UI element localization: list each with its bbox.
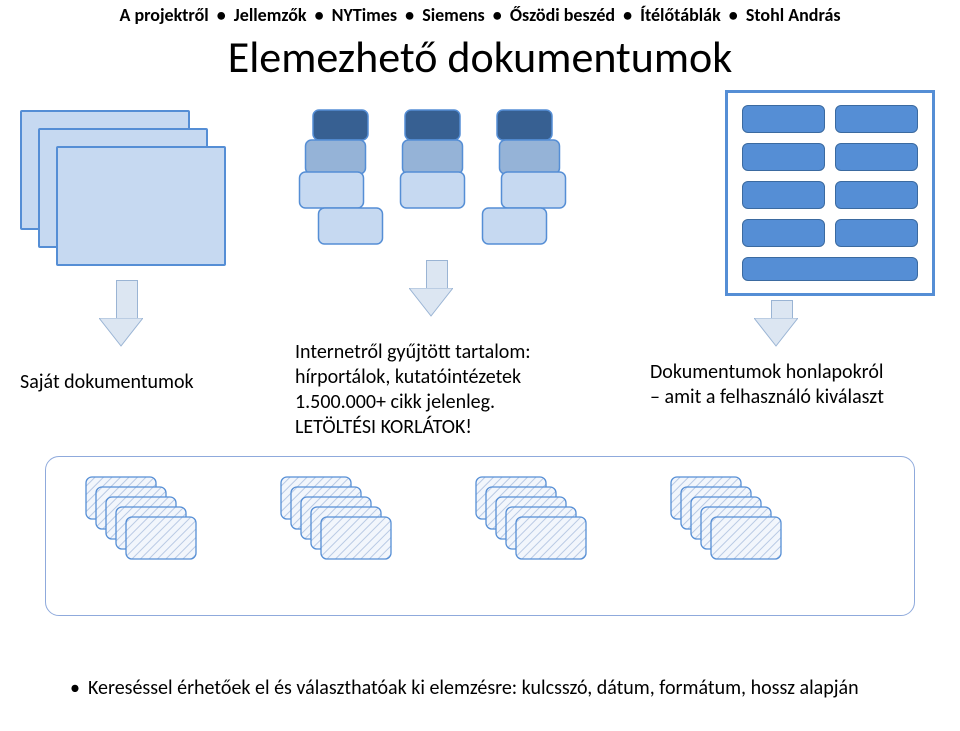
breadcrumb-item: Siemens (422, 4, 485, 26)
card-rect (300, 172, 364, 208)
pipeline-card (711, 517, 781, 559)
card-rect (306, 140, 366, 174)
top-diagrams (20, 110, 575, 270)
caption-left: Saját dokumentumok (20, 370, 250, 395)
breadcrumb-separator: • (721, 4, 746, 26)
breadcrumb-item: Stohl András (746, 4, 841, 26)
breadcrumb-item: Jellemzők (234, 4, 307, 26)
card-rect (401, 172, 465, 208)
grid-row (742, 257, 918, 281)
grid-cell (742, 219, 825, 247)
grid-row (742, 105, 918, 133)
breadcrumb-item: Őszödi beszéd (510, 4, 615, 26)
pipeline-card (321, 517, 391, 559)
card-layers (290, 110, 575, 270)
caption-line: Internetről gyűjtött tartalom: (295, 340, 615, 365)
down-arrow-icon (110, 280, 143, 353)
card-rect (313, 110, 368, 140)
card-rect (500, 140, 560, 174)
breadcrumb-item: A projektről (119, 4, 208, 26)
breadcrumb-item: Ítélőtáblák (640, 4, 721, 26)
caption-right: Dokumentumok honlapokról– amit a felhasz… (650, 360, 960, 410)
pipeline-cluster (281, 477, 393, 566)
card-rect (403, 140, 463, 174)
grid-row (742, 143, 918, 171)
grid-box (725, 90, 935, 296)
grid-cell (835, 219, 918, 247)
card-rect (497, 110, 552, 140)
doc-stack (20, 110, 230, 270)
doc-stack-item (56, 146, 226, 266)
pipeline-cluster (671, 477, 783, 566)
pipeline-cluster (476, 477, 588, 566)
breadcrumb-separator: • (307, 4, 332, 26)
grid-cell (835, 143, 918, 171)
breadcrumb-separator: • (397, 4, 422, 26)
breadcrumb-separator: • (485, 4, 510, 26)
caption-line: Dokumentumok honlapokról (650, 360, 960, 385)
breadcrumb-item: NYTimes (332, 4, 397, 26)
card-rect (483, 208, 547, 244)
page-title: Elemezhető dokumentumok (0, 30, 960, 84)
caption-line: LETÖLTÉSI KORLÁTOK! (295, 415, 615, 440)
down-arrow-icon (765, 300, 798, 353)
grid-cell (742, 105, 825, 133)
grid-cell (742, 181, 825, 209)
pipeline-box (45, 456, 915, 616)
caption-line: 1.500.000+ cikk jelenleg. (295, 390, 615, 415)
grid-cell (835, 181, 918, 209)
breadcrumb-separator: • (209, 4, 234, 26)
grid-row (742, 219, 918, 247)
card-rect (405, 110, 460, 140)
bottom-bullet: Kereséssel érhetőek el és választhatóak … (70, 675, 920, 701)
caption-middle: Internetről gyűjtött tartalom:hírportálo… (295, 340, 615, 440)
caption-line: – amit a felhasználó kiválaszt (650, 385, 960, 410)
grid-cell (742, 143, 825, 171)
grid-cell (835, 105, 918, 133)
pipeline-card (126, 517, 196, 559)
pipeline-card (516, 517, 586, 559)
card-rect (502, 172, 566, 208)
pipeline-cluster (86, 477, 198, 566)
caption-line: hírportálok, kutatóintézetek (295, 365, 615, 390)
breadcrumb-separator: • (615, 4, 640, 26)
grid-cell (742, 257, 918, 281)
breadcrumb: A projektről • Jellemzők • NYTimes • Sie… (0, 4, 960, 26)
card-rect (319, 208, 383, 244)
grid-row (742, 181, 918, 209)
down-arrow-icon (420, 260, 453, 323)
